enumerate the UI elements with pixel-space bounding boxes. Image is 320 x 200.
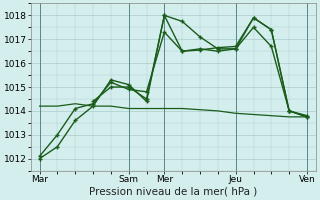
X-axis label: Pression niveau de la mer( hPa ): Pression niveau de la mer( hPa ) <box>89 187 257 197</box>
